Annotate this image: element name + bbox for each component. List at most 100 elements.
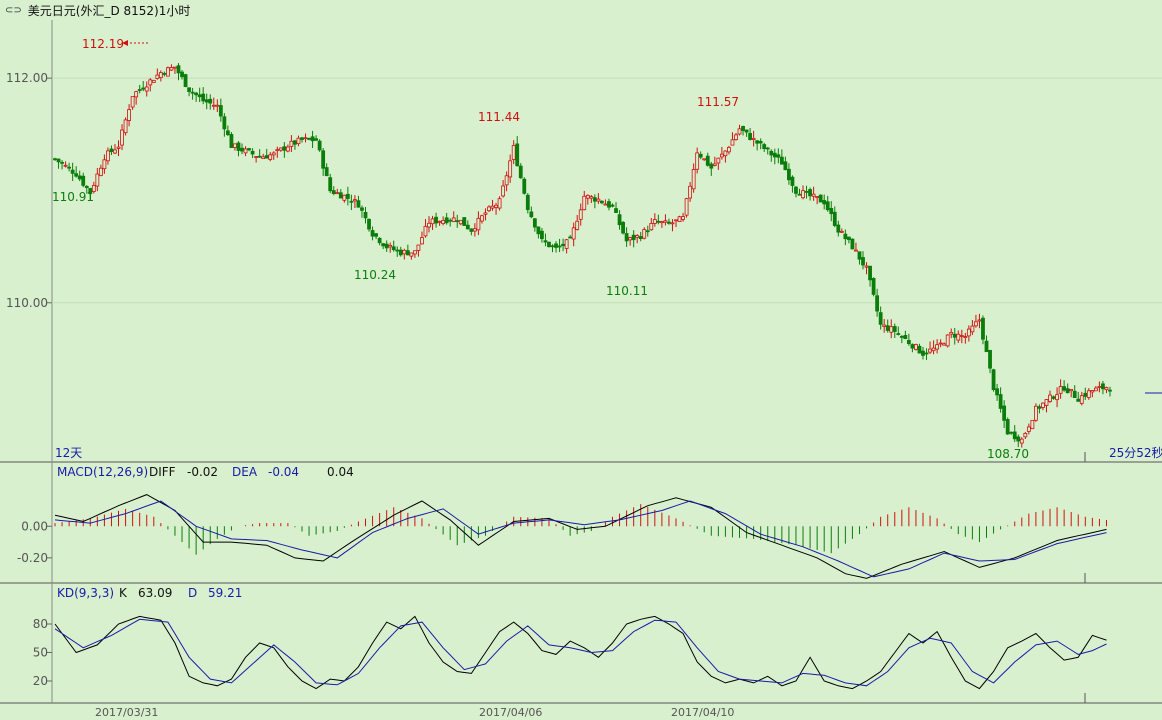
x-tick-label: 2017/03/31: [95, 706, 158, 719]
candle-body: [850, 238, 855, 250]
candle-body: [674, 219, 678, 222]
kd-k-line: [54, 615, 1107, 690]
candle-body: [825, 201, 830, 211]
candle-body: [592, 197, 597, 202]
candle-body: [921, 350, 925, 356]
candle-body: [1058, 386, 1063, 394]
candle-body: [63, 164, 68, 167]
candle-body: [529, 211, 534, 218]
candle-body: [70, 169, 75, 174]
candle-body: [737, 128, 742, 135]
candle-body: [247, 148, 251, 151]
candle-body: [106, 150, 110, 162]
candle-body: [652, 219, 657, 224]
x-tick-label: 2017/04/10: [671, 706, 734, 719]
candle-body: [596, 198, 601, 202]
link-icon[interactable]: ⊂⊃: [5, 4, 22, 16]
kd-d-line: [54, 618, 1107, 687]
candle-body: [222, 116, 227, 130]
candle-body: [522, 178, 527, 194]
macd-diff-value: -0.02: [187, 465, 218, 479]
candle-body: [367, 218, 371, 230]
candle-body: [801, 190, 805, 199]
candle-body: [458, 219, 463, 225]
candle-body: [970, 325, 975, 333]
candle-body: [617, 214, 622, 226]
candle-body: [321, 150, 326, 169]
candle-body: [1048, 394, 1052, 402]
candle-body: [727, 147, 731, 153]
candle-body: [772, 152, 777, 158]
candle-body: [1034, 405, 1038, 421]
candle-body: [1072, 390, 1077, 398]
candle-body: [225, 130, 230, 136]
candle-body: [543, 240, 548, 243]
candle-body: [917, 345, 922, 354]
candle-body: [190, 91, 195, 94]
candle-body: [120, 129, 124, 146]
candle-body: [338, 192, 343, 199]
candle-body: [1041, 402, 1045, 408]
candle-body: [67, 166, 72, 169]
candle-body: [928, 348, 932, 353]
candle-body: [635, 235, 640, 238]
macd-title: MACD(12,26,9): [57, 465, 148, 479]
candle-body: [363, 211, 368, 219]
candle-body: [885, 325, 890, 331]
countdown-label: 25分52秒: [1109, 446, 1162, 460]
candle-body: [942, 343, 947, 346]
price-annotation-low: 108.70: [987, 447, 1029, 461]
candle-body: [243, 148, 248, 154]
candle-body: [349, 200, 354, 203]
candle-body: [808, 189, 812, 197]
kd-d-value: 59.21: [208, 586, 242, 600]
candle-body: [324, 167, 329, 177]
candle-body: [684, 198, 689, 216]
candle-body: [695, 152, 700, 170]
y-tick-label: 112.00: [6, 71, 48, 85]
candle-body: [441, 220, 446, 224]
candle-body: [1079, 395, 1084, 404]
candle-body: [233, 143, 237, 148]
candle-body: [1055, 394, 1059, 401]
candle-body: [162, 72, 167, 75]
candle-body: [755, 140, 760, 144]
y-tick-label: 110.00: [6, 296, 48, 310]
candle-body: [261, 156, 266, 160]
candle-body: [864, 265, 869, 268]
candle-body: [670, 222, 675, 225]
candle-body: [815, 196, 820, 198]
candle-body: [899, 336, 904, 338]
candle-body: [169, 67, 174, 71]
candle-body: [77, 175, 82, 180]
price-annotation-low: 110.24: [354, 268, 396, 282]
candle-body: [469, 228, 474, 232]
candle-body: [829, 207, 834, 215]
candle-body: [314, 138, 319, 141]
candle-body: [751, 137, 756, 141]
candle-body: [1076, 398, 1081, 402]
candle-body: [984, 340, 989, 353]
candle-body: [857, 251, 862, 260]
candle-body: [744, 129, 749, 133]
candle-body: [451, 217, 456, 222]
candle-body: [289, 140, 294, 147]
candle-body: [974, 321, 978, 327]
candle-body: [91, 185, 96, 192]
candle-body: [716, 157, 721, 164]
candle-body: [353, 199, 357, 202]
candle-body: [868, 265, 872, 281]
candle-body: [282, 146, 287, 151]
candle-body: [906, 340, 911, 345]
candle-body: [398, 249, 403, 256]
candle-body: [476, 217, 481, 231]
candle-body: [53, 158, 57, 161]
candle-body: [201, 93, 206, 102]
candle-body: [1051, 396, 1056, 399]
candle-body: [607, 201, 611, 208]
candle-body: [839, 230, 844, 233]
candle-body: [434, 216, 438, 224]
candle-body: [95, 173, 100, 187]
candle-body: [494, 204, 498, 208]
candle-body: [229, 134, 234, 148]
